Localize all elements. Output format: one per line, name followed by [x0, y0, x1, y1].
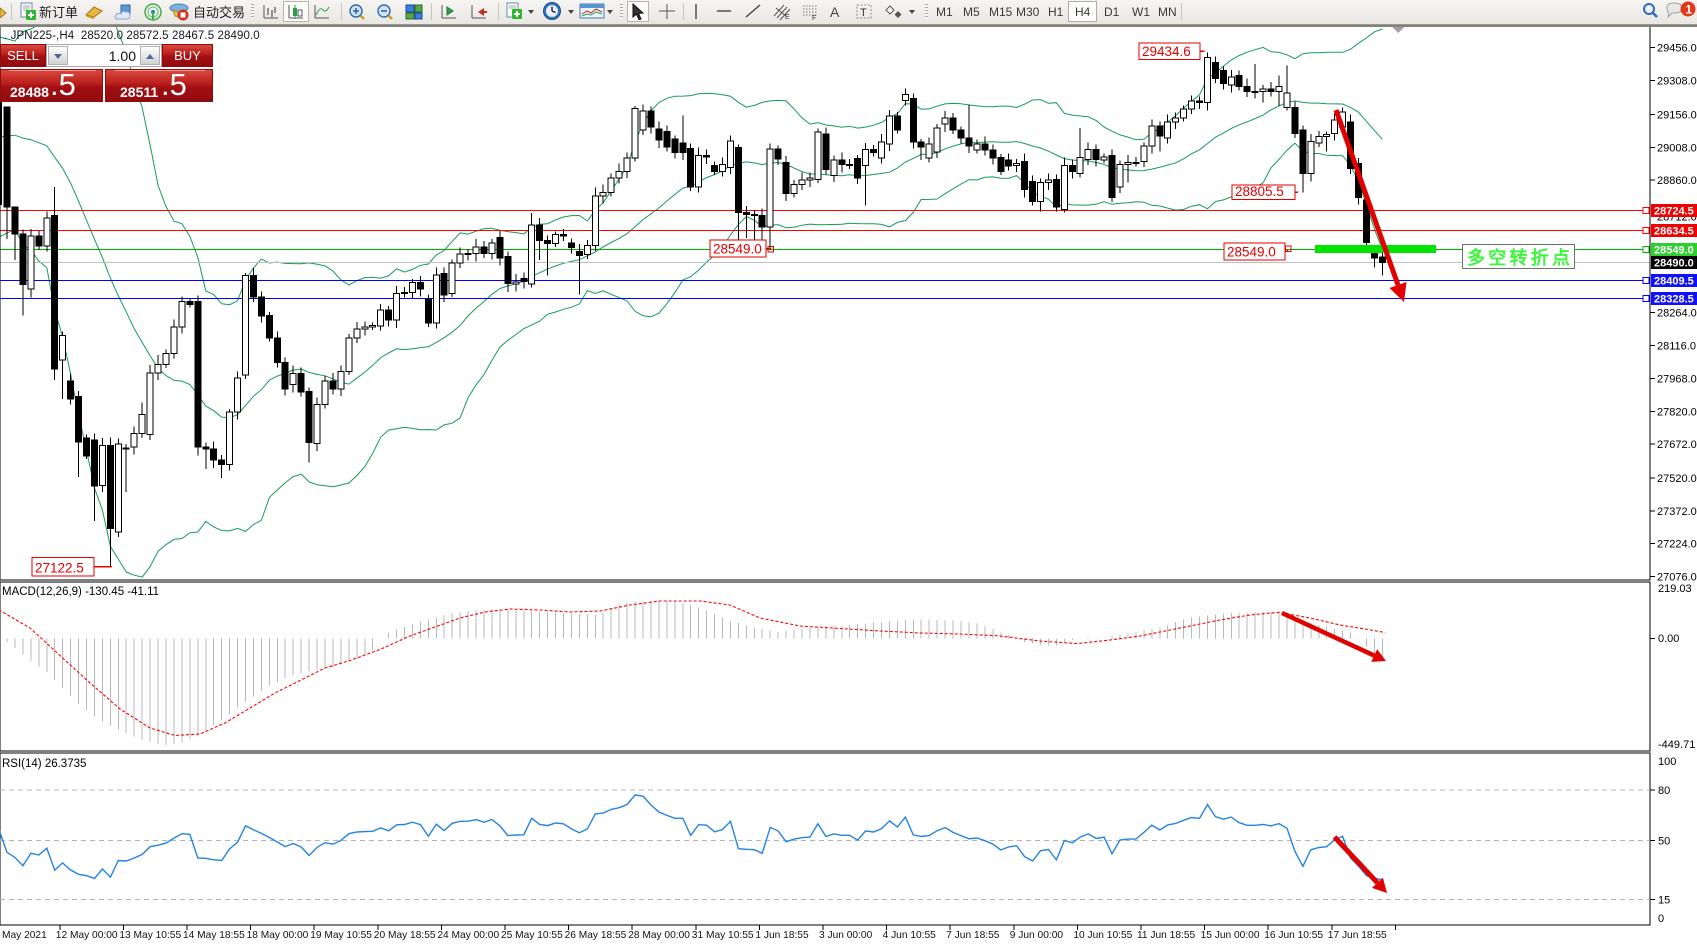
- svg-text:27372.0: 27372.0: [1657, 506, 1697, 518]
- svg-text:100: 100: [1658, 756, 1676, 768]
- svg-text:10 Jun 10:55: 10 Jun 10:55: [1073, 930, 1132, 941]
- svg-text:20 May 18:55: 20 May 18:55: [374, 930, 436, 941]
- svg-text:19 May 10:55: 19 May 10:55: [310, 930, 372, 941]
- svg-text:14 May 18:55: 14 May 18:55: [183, 930, 245, 941]
- svg-text:15 Jun 00:00: 15 Jun 00:00: [1201, 930, 1260, 941]
- svg-text:29008.0: 29008.0: [1657, 142, 1697, 154]
- svg-text:E: E: [785, 14, 790, 21]
- svg-text:28328.5: 28328.5: [1654, 293, 1694, 305]
- svg-text:18 May 00:00: 18 May 00:00: [247, 930, 309, 941]
- svg-text:28860.0: 28860.0: [1657, 175, 1697, 187]
- svg-text:7 Jun 18:55: 7 Jun 18:55: [946, 930, 1000, 941]
- svg-text:28116.0: 28116.0: [1657, 341, 1696, 353]
- svg-text:29434.6: 29434.6: [1142, 44, 1191, 59]
- svg-text:50: 50: [1658, 835, 1670, 847]
- svg-text:MACD(12,26,9) -130.45 -41.11: MACD(12,26,9) -130.45 -41.11: [2, 586, 159, 598]
- svg-text:17 Jun 18:55: 17 Jun 18:55: [1328, 930, 1387, 941]
- svg-text:28409.5: 28409.5: [1654, 275, 1694, 287]
- svg-text:24 May 00:00: 24 May 00:00: [437, 930, 499, 941]
- svg-text:RSI(14) 26.3735: RSI(14) 26.3735: [2, 758, 86, 770]
- svg-text:0.00: 0.00: [1658, 633, 1679, 645]
- svg-text:31 May 10:55: 31 May 10:55: [692, 930, 754, 941]
- svg-text:27224.0: 27224.0: [1657, 539, 1697, 551]
- svg-text:4 Jun 10:55: 4 Jun 10:55: [883, 930, 937, 941]
- svg-text:9 Jun 00:00: 9 Jun 00:00: [1010, 930, 1064, 941]
- svg-text:May 2021: May 2021: [2, 930, 47, 941]
- svg-text:27122.5: 27122.5: [35, 561, 84, 576]
- svg-text:27820.0: 27820.0: [1657, 406, 1697, 418]
- svg-text:28549.0: 28549.0: [713, 242, 762, 257]
- svg-text:0: 0: [1658, 913, 1664, 925]
- svg-text:28805.5: 28805.5: [1235, 184, 1284, 199]
- svg-text:3 Jun 00:00: 3 Jun 00:00: [819, 930, 873, 941]
- svg-text:28264.0: 28264.0: [1657, 308, 1697, 320]
- svg-text:27968.0: 27968.0: [1657, 373, 1697, 385]
- svg-text:29456.0: 29456.0: [1657, 43, 1697, 55]
- svg-text:-449.71: -449.71: [1658, 739, 1695, 751]
- svg-text:27672.0: 27672.0: [1657, 439, 1697, 451]
- svg-text:11 Jun 18:55: 11 Jun 18:55: [1137, 930, 1195, 941]
- svg-text:219.03: 219.03: [1658, 583, 1692, 595]
- svg-text:28549.0: 28549.0: [1654, 244, 1694, 256]
- svg-text:25 May 10:55: 25 May 10:55: [501, 930, 563, 941]
- svg-text:26 May 18:55: 26 May 18:55: [565, 930, 627, 941]
- svg-text:28 May 00:00: 28 May 00:00: [628, 930, 690, 941]
- svg-text:1: 1: [1686, 2, 1693, 16]
- svg-text:27076.0: 27076.0: [1657, 572, 1697, 584]
- svg-text:15: 15: [1658, 894, 1670, 906]
- svg-text:80: 80: [1658, 785, 1670, 797]
- svg-text:1 Jun 18:55: 1 Jun 18:55: [755, 930, 809, 941]
- svg-text:12 May 00:00: 12 May 00:00: [56, 930, 118, 941]
- svg-text:13 May 10:55: 13 May 10:55: [119, 930, 181, 941]
- svg-text:28724.5: 28724.5: [1654, 205, 1694, 217]
- svg-text:29156.0: 29156.0: [1657, 109, 1697, 121]
- svg-text:28549.0: 28549.0: [1227, 245, 1276, 260]
- svg-text:29308.0: 29308.0: [1657, 76, 1697, 88]
- svg-text:28490.0: 28490.0: [1654, 257, 1694, 269]
- svg-text:28634.5: 28634.5: [1654, 225, 1694, 237]
- svg-text:多空转折点: 多空转折点: [1467, 247, 1570, 268]
- svg-text:16 Jun 10:55: 16 Jun 10:55: [1264, 930, 1323, 941]
- svg-text:27520.0: 27520.0: [1657, 473, 1697, 485]
- svg-text:T: T: [860, 7, 867, 19]
- svg-text:F: F: [812, 15, 816, 21]
